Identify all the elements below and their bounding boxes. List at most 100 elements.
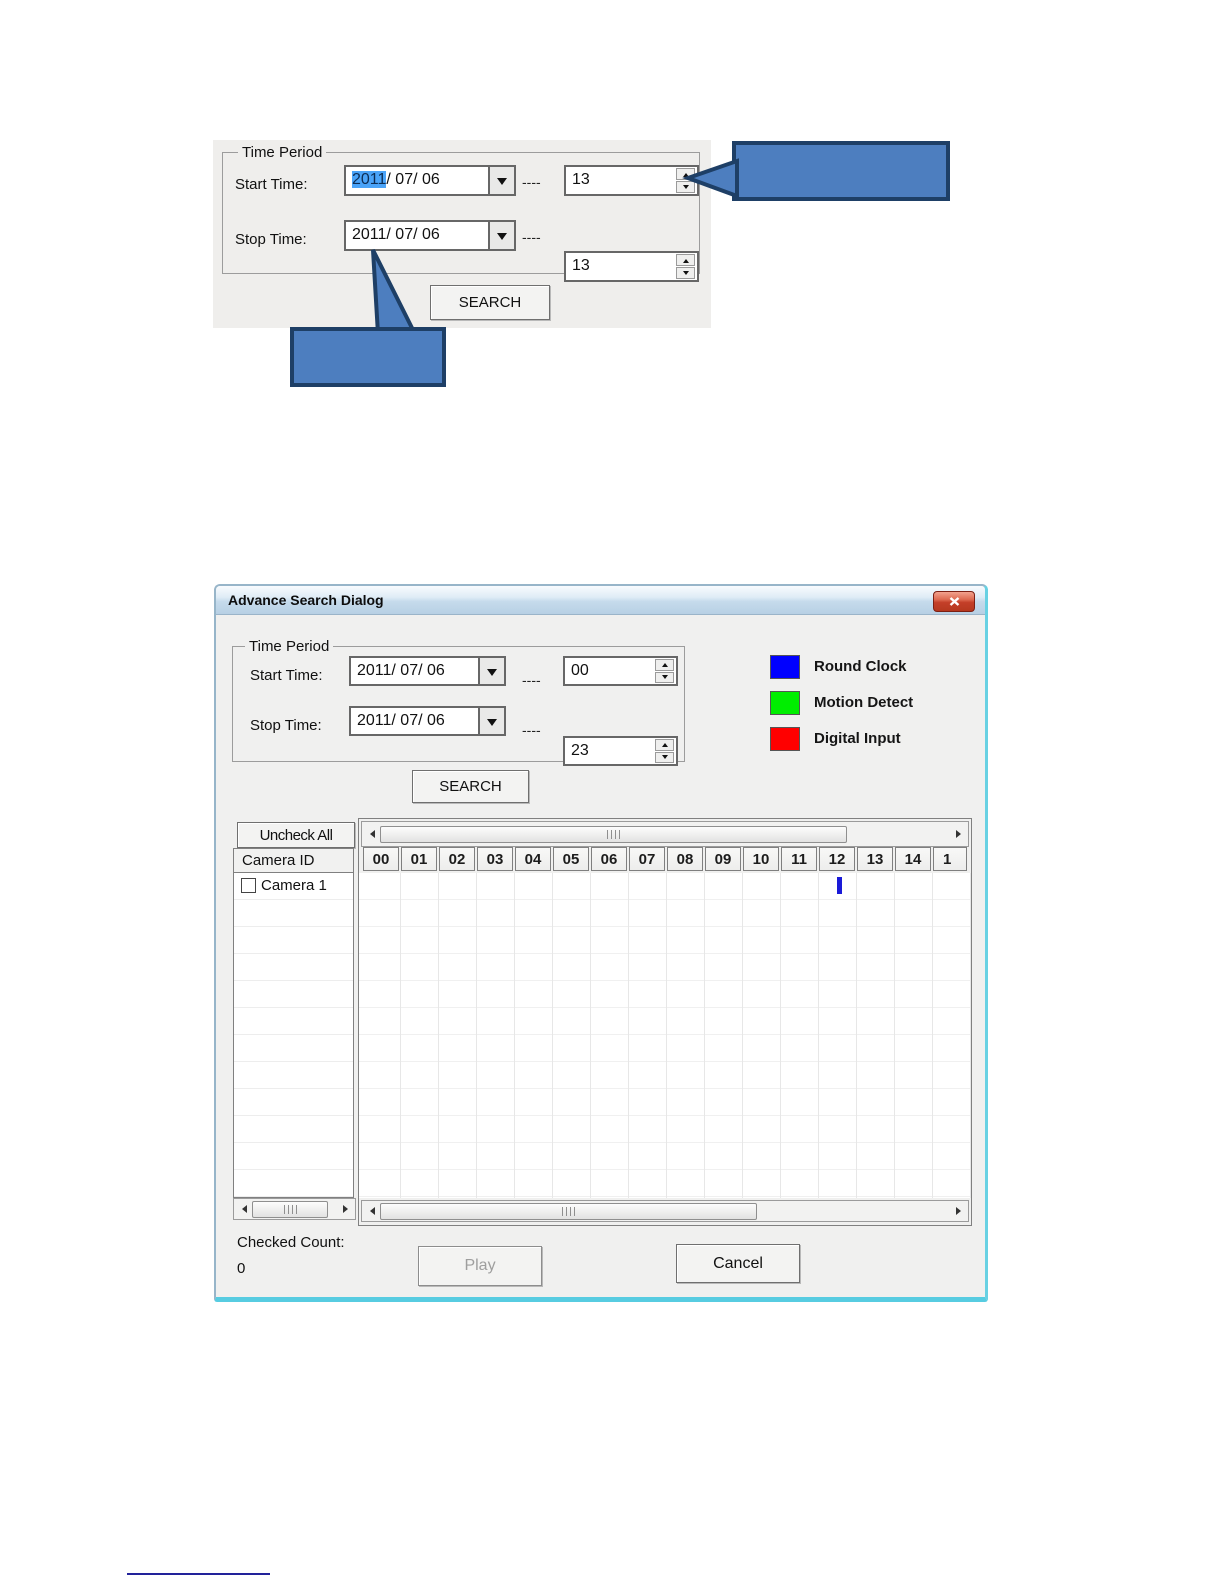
arrow-down-icon [661, 754, 668, 762]
chevron-down-icon [487, 668, 497, 681]
callout-tail [682, 158, 739, 199]
scroll-left-button[interactable] [362, 1201, 378, 1221]
checked-count-value: 0 [237, 1260, 246, 1277]
scroll-right-button[interactable] [952, 1201, 968, 1221]
spin-up-button[interactable] [655, 739, 674, 751]
hour-header-cell: 08 [667, 847, 703, 871]
groupbox-title: Time Period [245, 639, 334, 654]
legend-swatch-round-clock [770, 655, 800, 679]
chevron-down-icon [497, 233, 507, 245]
dialog-title: Advance Search Dialog [228, 592, 384, 608]
spin-down-button[interactable] [676, 181, 695, 193]
separator-dashes: ---- [522, 229, 541, 245]
scroll-right-button[interactable] [339, 1199, 355, 1219]
stop-date-combobox[interactable]: 2011/ 07/ 06 [344, 220, 516, 251]
arrow-up-icon [661, 660, 668, 668]
scroll-left-button[interactable] [234, 1199, 250, 1219]
scroll-right-button[interactable] [952, 822, 968, 846]
hour-header-cell: 00 [363, 847, 399, 871]
close-icon [949, 597, 959, 606]
selected-year: 2011 [352, 171, 387, 188]
hour-header-cell: 01 [401, 847, 437, 871]
stop-hour-value: 13 [572, 257, 590, 274]
spin-up-button[interactable] [676, 254, 695, 266]
start-date-combobox[interactable]: 2011/ 07/ 06 [344, 165, 516, 196]
start-date-value: 2011/ 07/ 06 [357, 662, 445, 679]
spin-down-button[interactable] [676, 267, 695, 279]
recording-marker-hour-12[interactable] [837, 877, 842, 894]
hour-header-cell: 02 [439, 847, 475, 871]
arrow-right-icon [955, 1207, 965, 1215]
arrow-down-icon [682, 270, 689, 278]
arrow-left-icon [366, 1207, 375, 1215]
spin-down-button[interactable] [655, 671, 674, 683]
time-period-figure: Time Period Start Time: 2011/ 07/ 06 ---… [213, 140, 711, 328]
chevron-down-icon [497, 178, 507, 190]
dropdown-button[interactable] [478, 708, 504, 734]
grid-top-scrollbar[interactable] [361, 821, 969, 847]
scrollbar-thumb[interactable] [380, 825, 847, 843]
callout-box [732, 141, 950, 201]
legend-swatch-digital-input [770, 727, 800, 751]
legend-label-round-clock: Round Clock [814, 658, 907, 675]
hour-header-cell-partial: 1 [933, 847, 967, 871]
camera-checkbox[interactable] [241, 878, 256, 893]
chevron-down-icon [487, 718, 497, 731]
start-hour-spinner[interactable]: 13 [564, 165, 699, 196]
callout-stop-date [290, 249, 446, 387]
arrow-up-icon [661, 740, 668, 748]
hour-header-row: 00 01 02 03 04 05 06 07 08 09 10 11 12 1… [359, 847, 971, 873]
start-date-combobox[interactable]: 2011/ 07/ 06 [349, 656, 506, 686]
hour-header-cell: 14 [895, 847, 931, 871]
search-button[interactable]: SEARCH [412, 770, 529, 803]
spin-down-button[interactable] [655, 751, 674, 763]
arrow-up-icon [682, 170, 689, 177]
stop-date-value: 2011/ 07/ 06 [357, 712, 445, 729]
footer-rule [127, 1573, 270, 1575]
grid-bottom-scrollbar[interactable] [361, 1200, 969, 1222]
dropdown-button[interactable] [488, 167, 514, 194]
arrow-down-icon [682, 184, 689, 192]
start-time-label: Start Time: [235, 176, 308, 193]
dropdown-button[interactable] [488, 222, 514, 249]
camera-list: Camera 1 [233, 873, 354, 1198]
start-hour-value: 13 [572, 171, 590, 188]
stop-time-label: Stop Time: [235, 231, 307, 248]
camera-list-scrollbar[interactable] [233, 1198, 356, 1220]
arrow-right-icon [955, 830, 965, 838]
separator-dashes: ---- [522, 722, 541, 738]
scrollbar-thumb[interactable] [252, 1200, 328, 1218]
search-button[interactable]: SEARCH [430, 285, 550, 320]
arrow-down-icon [661, 674, 668, 682]
uncheck-all-button[interactable]: Uncheck All [237, 822, 355, 848]
stop-hour-spinner[interactable]: 23 [563, 736, 678, 766]
hour-header-cell: 09 [705, 847, 741, 871]
stop-time-label: Stop Time: [250, 717, 322, 734]
time-period-groupbox: Time Period Start Time: 2011/ 07/ 06 ---… [222, 145, 700, 282]
timeline-grid-body[interactable] [359, 873, 971, 1198]
camera-row[interactable]: Camera 1 [241, 877, 327, 894]
spin-up-button[interactable] [655, 659, 674, 671]
callout-tail [371, 249, 419, 336]
arrow-left-icon [366, 830, 375, 838]
grip-icon [562, 1206, 575, 1216]
separator-dashes: ---- [522, 174, 541, 190]
stop-date-combobox[interactable]: 2011/ 07/ 06 [349, 706, 506, 736]
hour-header-cell: 03 [477, 847, 513, 871]
dialog-titlebar[interactable]: Advance Search Dialog [216, 586, 985, 615]
arrow-right-icon [342, 1205, 352, 1213]
play-button[interactable]: Play [418, 1246, 542, 1286]
hour-header-cell: 13 [857, 847, 893, 871]
stop-hour-spinner[interactable]: 13 [564, 251, 699, 282]
hour-header-cell: 12 [819, 847, 855, 871]
checked-count-label: Checked Count: [237, 1234, 345, 1251]
start-hour-spinner[interactable]: 00 [563, 656, 678, 686]
scrollbar-thumb[interactable] [380, 1202, 757, 1220]
cancel-button[interactable]: Cancel [676, 1244, 800, 1283]
scroll-left-button[interactable] [362, 822, 378, 846]
advance-search-dialog: Advance Search Dialog Time Period Start … [214, 584, 988, 1302]
hour-header-cell: 05 [553, 847, 589, 871]
dropdown-button[interactable] [478, 658, 504, 684]
close-button[interactable] [933, 591, 975, 612]
camera-id-header: Camera ID [233, 848, 354, 873]
